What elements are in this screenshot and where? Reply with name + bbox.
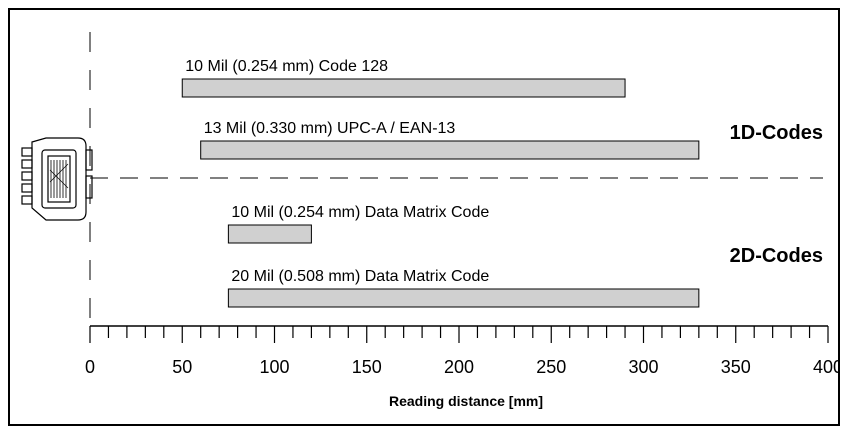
range-bar bbox=[200, 140, 700, 160]
x-tick-label: 200 bbox=[444, 357, 474, 377]
range-bar bbox=[227, 288, 700, 308]
x-tick-label: 350 bbox=[721, 357, 751, 377]
x-tick-label: 50 bbox=[172, 357, 192, 377]
chart-frame: 0 50 100 150 200 250 300 350 400 10 Mil (0.254 m… bbox=[8, 8, 840, 426]
group-label-2d-codes: 2D-Codes bbox=[730, 245, 823, 267]
bar-label: 20 Mil (0.508 mm) Data Matrix Code bbox=[231, 268, 489, 285]
range-bar bbox=[181, 78, 626, 98]
range-bar bbox=[227, 224, 312, 244]
x-tick-label: 100 bbox=[259, 357, 289, 377]
x-tick-label: 250 bbox=[536, 357, 566, 377]
x-tick-label: 0 bbox=[85, 357, 95, 377]
x-tick-label: 400 bbox=[813, 357, 838, 377]
reading-distance-chart: 0 50 100 150 200 250 300 350 400 10 Mil (0.254 m… bbox=[21, 32, 838, 409]
bar-label: 10 Mil (0.254 mm) Data Matrix Code bbox=[231, 204, 489, 221]
x-tick-label: 150 bbox=[352, 357, 382, 377]
x-tick-label: 300 bbox=[628, 357, 658, 377]
group-label-1d-codes: 1D-Codes bbox=[730, 122, 823, 144]
x-axis-label: Reading distance [mm] bbox=[389, 393, 543, 409]
bar-label: 10 Mil (0.254 mm) Code 128 bbox=[185, 58, 388, 75]
bar-label: 13 Mil (0.330 mm) UPC-A / EAN-13 bbox=[204, 120, 456, 137]
barcode-scanner-icon bbox=[21, 137, 93, 221]
